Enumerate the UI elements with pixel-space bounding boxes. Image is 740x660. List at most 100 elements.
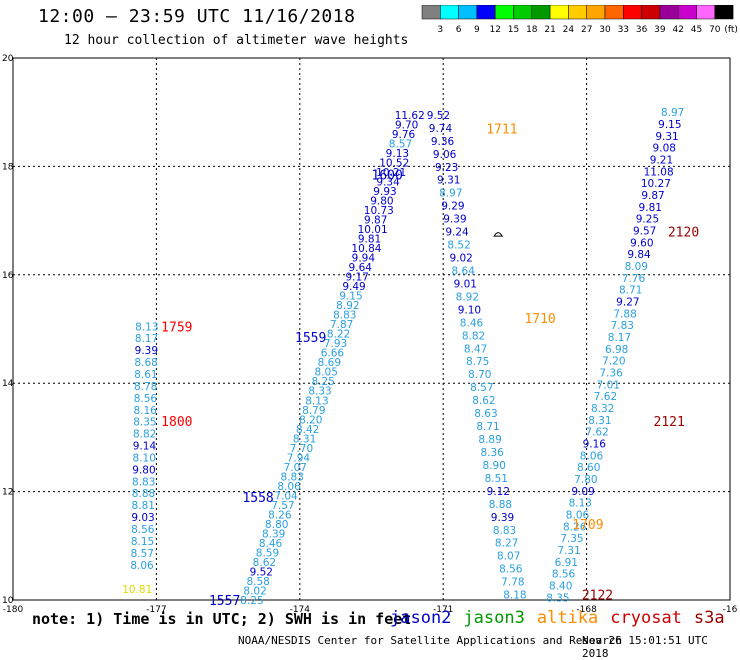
wave-height-value: 8.26 xyxy=(563,521,587,533)
wave-height-value: 9.93 xyxy=(373,186,396,198)
wave-height-value: 8.56 xyxy=(552,569,576,581)
wave-height-value: 9.27 xyxy=(616,297,639,309)
wave-height-value: 7.01 xyxy=(597,379,620,391)
wave-height-value: 9.13 xyxy=(386,148,409,160)
wave-height-value: 8.56 xyxy=(134,393,158,405)
wave-height-value: 9.84 xyxy=(627,249,651,261)
wave-height-value: 8.35 xyxy=(546,592,569,604)
wave-height-value: 8.56 xyxy=(499,564,523,576)
wave-height-value: 10.27 xyxy=(641,178,671,190)
wave-height-value: 8.18 xyxy=(503,590,526,602)
legend-jason2: jason2 xyxy=(390,608,452,628)
wave-height-value: 8.27 xyxy=(495,538,518,550)
wave-height-value: 8.31 xyxy=(293,433,316,445)
wave-height-value: 8.83 xyxy=(132,476,155,488)
wave-height-value: 8.83 xyxy=(493,525,516,537)
colorbar-label: 39 xyxy=(654,25,666,35)
x-tick-label: -177 xyxy=(146,605,166,615)
wave-height-value: 10.81 xyxy=(122,584,152,596)
wave-height-value: 8.88 xyxy=(489,499,512,511)
colorbar-unit: (ft) xyxy=(724,25,738,35)
wave-height-value: 8.06 xyxy=(277,481,301,493)
colorbar-label: 36 xyxy=(636,25,648,35)
wave-height-value: 10.01 xyxy=(358,224,388,236)
track-time-label: 1559 xyxy=(295,331,326,346)
wave-height-value: 8.42 xyxy=(296,424,319,436)
wave-height-value: 10.21 xyxy=(376,167,406,179)
satellite-legend: jason2 jason3 altika cryosat s3a xyxy=(390,608,737,628)
color-scale-bar: 3 6 9 12 15 18 21 24 27 30 33 36 39 42 45 70 (ft) xyxy=(421,5,738,35)
wave-height-value: 9.60 xyxy=(630,237,653,249)
chart-title: 12:00 – 23:59 UTC 11/16/2018 xyxy=(38,6,356,27)
track-time-label: 1800 xyxy=(161,415,192,430)
wave-height-value: 8.69 xyxy=(318,357,341,369)
legend-cryosat: cryosat xyxy=(610,608,682,628)
wave-height-value: 7.83 xyxy=(611,320,634,332)
wave-height-value: 9.23 xyxy=(435,162,458,174)
wave-height-value: 9.80 xyxy=(132,464,155,476)
wave-height-value: 8.60 xyxy=(577,462,600,474)
wave-height-value: 8.90 xyxy=(483,460,506,472)
legend-altika: altika xyxy=(536,608,599,628)
wave-height-value: 9.29 xyxy=(441,201,464,213)
wave-height-value: 9.49 xyxy=(342,281,365,293)
colorbar-label: 12 xyxy=(489,25,500,35)
wave-height-value: 8.83 xyxy=(333,310,356,322)
wave-height-value: 9.15 xyxy=(658,119,681,131)
wave-height-value: 7.31 xyxy=(557,545,580,557)
footer-credit: NOAA/NESDIS Center for Satellite Applica… xyxy=(238,634,623,647)
wave-height-value: 8.47 xyxy=(464,343,487,355)
track-time-label: 2121 xyxy=(654,415,685,430)
wave-height-value: 7.80 xyxy=(574,474,597,486)
wave-height-value: 8.15 xyxy=(131,536,154,548)
wave-height-value: 8.70 xyxy=(468,369,491,381)
wave-height-value: 9.06 xyxy=(433,149,457,161)
wave-height-value: 9.10 xyxy=(458,304,481,316)
wave-height-value: 7.57 xyxy=(271,500,294,512)
wave-height-value: 9.01 xyxy=(454,278,477,290)
wave-height-value: 9.87 xyxy=(641,190,664,202)
wave-height-value: 7.94 xyxy=(287,452,311,464)
colorbar-label: 27 xyxy=(581,25,592,35)
wave-height-value: 8.64 xyxy=(452,265,476,277)
wave-height-value: 8.02 xyxy=(243,585,266,597)
wave-height-value: 8.09 xyxy=(625,261,648,273)
footer-timestamp: Nov 26 15:01:51 UTC 2018 xyxy=(582,634,708,660)
wave-height-value: 8.58 xyxy=(246,576,269,588)
colorbar-label: 24 xyxy=(563,25,575,35)
wave-height-value: 8.92 xyxy=(336,300,359,312)
wave-height-value: 8.78 xyxy=(134,381,157,393)
colorbar-label: 15 xyxy=(508,25,519,35)
wave-height-value: 7.88 xyxy=(613,308,636,320)
wave-height-value: 8.25 xyxy=(240,595,263,607)
wave-height-value: 9.34 xyxy=(376,176,400,188)
wave-height-value: 8.71 xyxy=(619,285,642,297)
wave-height-value: 9.31 xyxy=(655,131,678,143)
y-tick-label: 16 xyxy=(2,271,14,281)
wave-height-value: 8.82 xyxy=(133,429,156,441)
wave-height-value: 8.46 xyxy=(460,317,484,329)
wave-height-value: 8.81 xyxy=(132,500,155,512)
wave-height-value: 8.88 xyxy=(132,488,155,500)
wave-height-value: 8.62 xyxy=(472,395,495,407)
wave-height-value: 8.25 xyxy=(311,376,334,388)
wave-height-value: 11.62 xyxy=(395,110,425,122)
wave-height-value: 9.39 xyxy=(443,214,466,226)
colorbar-label: 42 xyxy=(672,25,683,35)
wave-height-value: 8.40 xyxy=(549,580,572,592)
wave-height-value: 7.76 xyxy=(622,273,646,285)
wave-height-value: 8.71 xyxy=(476,421,499,433)
wave-height-value: 8.97 xyxy=(439,188,462,200)
wave-height-value: 9.02 xyxy=(449,253,472,265)
chart-subtitle: 12 hour collection of altimeter wave hei… xyxy=(64,33,409,48)
wave-height-value: 9.36 xyxy=(431,136,455,148)
y-tick-label: 10 xyxy=(2,596,14,606)
wave-height-value: 9.03 xyxy=(131,512,154,524)
wave-height-value: 9.52 xyxy=(250,566,273,578)
legend-s3a: s3a xyxy=(693,608,725,628)
wave-height-value: 8.80 xyxy=(265,519,288,531)
wave-height-value: 9.24 xyxy=(445,227,469,239)
wave-height-value: 9.81 xyxy=(358,234,381,246)
y-tick-label: 20 xyxy=(2,54,14,64)
